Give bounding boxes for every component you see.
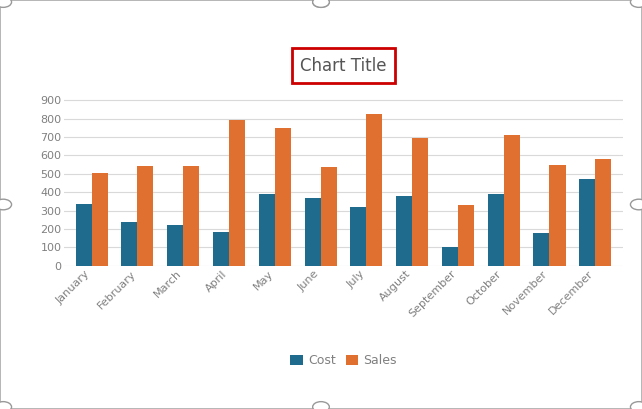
Bar bbox=[304, 198, 320, 266]
Bar bbox=[137, 166, 153, 266]
Bar bbox=[504, 135, 520, 266]
Bar bbox=[550, 164, 566, 266]
Bar bbox=[396, 196, 412, 266]
Bar bbox=[412, 138, 428, 266]
Bar bbox=[367, 114, 383, 266]
Bar bbox=[76, 204, 92, 266]
Bar bbox=[488, 194, 504, 266]
Bar bbox=[229, 119, 245, 266]
Bar bbox=[275, 128, 291, 266]
Bar bbox=[92, 173, 108, 266]
Bar bbox=[442, 247, 458, 266]
Bar bbox=[121, 222, 137, 266]
Bar bbox=[534, 233, 550, 266]
Bar bbox=[183, 166, 199, 266]
Title: Chart Title: Chart Title bbox=[300, 57, 386, 75]
Bar bbox=[351, 207, 367, 266]
Bar bbox=[259, 194, 275, 266]
Bar bbox=[320, 167, 336, 266]
Legend: Cost, Sales: Cost, Sales bbox=[285, 349, 402, 373]
Bar bbox=[213, 232, 229, 266]
Bar bbox=[167, 225, 183, 266]
Bar bbox=[579, 179, 595, 266]
Bar bbox=[595, 159, 611, 266]
Bar bbox=[458, 205, 474, 266]
